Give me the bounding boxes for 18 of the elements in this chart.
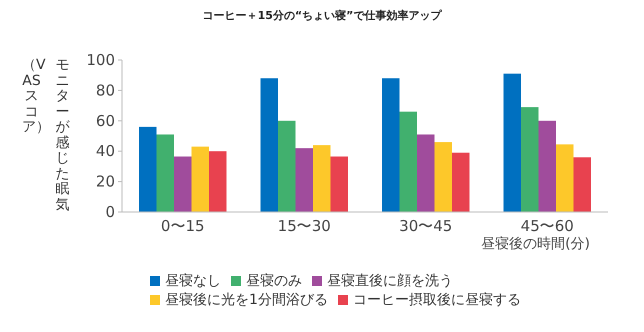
y-tick-label: 0 <box>105 203 115 221</box>
legend-label: 昼寝のみ <box>245 272 302 291</box>
x-tick-label: 30〜45 <box>399 217 452 235</box>
legend-label: 昼寝なし <box>164 272 221 291</box>
legend-label: コーヒー摂取後に昼寝する <box>352 291 521 310</box>
y-tick-label: 60 <box>96 112 115 130</box>
y-tick-label: 40 <box>96 142 115 160</box>
y-tick-label: 20 <box>96 172 115 191</box>
x-tick-label: 45〜60 <box>520 217 574 235</box>
legend-label: 昼寝後に光を1分間浴びる <box>164 291 328 310</box>
x-axis-title: 昼寝後の時間(分) <box>481 236 590 252</box>
legend-label: 昼寝直後に顔を洗う <box>326 272 453 291</box>
x-tick-label: 0〜15 <box>160 217 205 235</box>
chart-title: コーヒー＋15分の“ちょい寝”で仕事効率アップ <box>202 9 442 22</box>
y-tick-label: 100 <box>86 51 115 69</box>
text: モニターが感じた眠気（VASスコア） <box>22 57 70 212</box>
y-tick-label: 80 <box>96 81 115 100</box>
x-tick-label: 15〜30 <box>278 217 331 235</box>
